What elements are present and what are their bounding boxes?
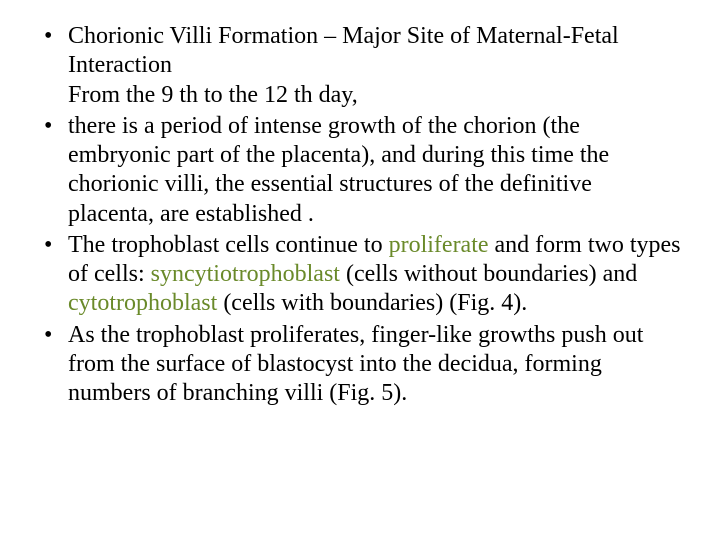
bullet-text: From the 9 th to the 12 th day,: [68, 82, 358, 108]
bullet-item: Chorionic Villi Formation – Major Site o…: [38, 22, 682, 110]
bullet-text: there is a period of intense growth of t…: [68, 113, 609, 227]
highlight-text: proliferate: [389, 232, 489, 258]
bullet-text: The trophoblast cells continue to: [68, 232, 389, 258]
bullet-item: there is a period of intense growth of t…: [38, 112, 682, 229]
bullet-text: (cells without boundaries) and: [340, 261, 637, 287]
highlight-text: cytotrophoblast: [68, 290, 217, 316]
bullet-list: Chorionic Villi Formation – Major Site o…: [38, 22, 682, 408]
bullet-text: (cells with boundaries) (Fig. 4).: [217, 290, 527, 316]
bullet-item: As the trophoblast proliferates, finger-…: [38, 321, 682, 409]
bullet-item: The trophoblast cells continue to prolif…: [38, 231, 682, 319]
highlight-text: syncytiotrophoblast: [151, 261, 340, 287]
bullet-text: Chorionic Villi Formation – Major Site o…: [68, 23, 619, 78]
bullet-text: As the trophoblast proliferates, finger-…: [68, 322, 643, 407]
slide: Chorionic Villi Formation – Major Site o…: [0, 0, 720, 540]
